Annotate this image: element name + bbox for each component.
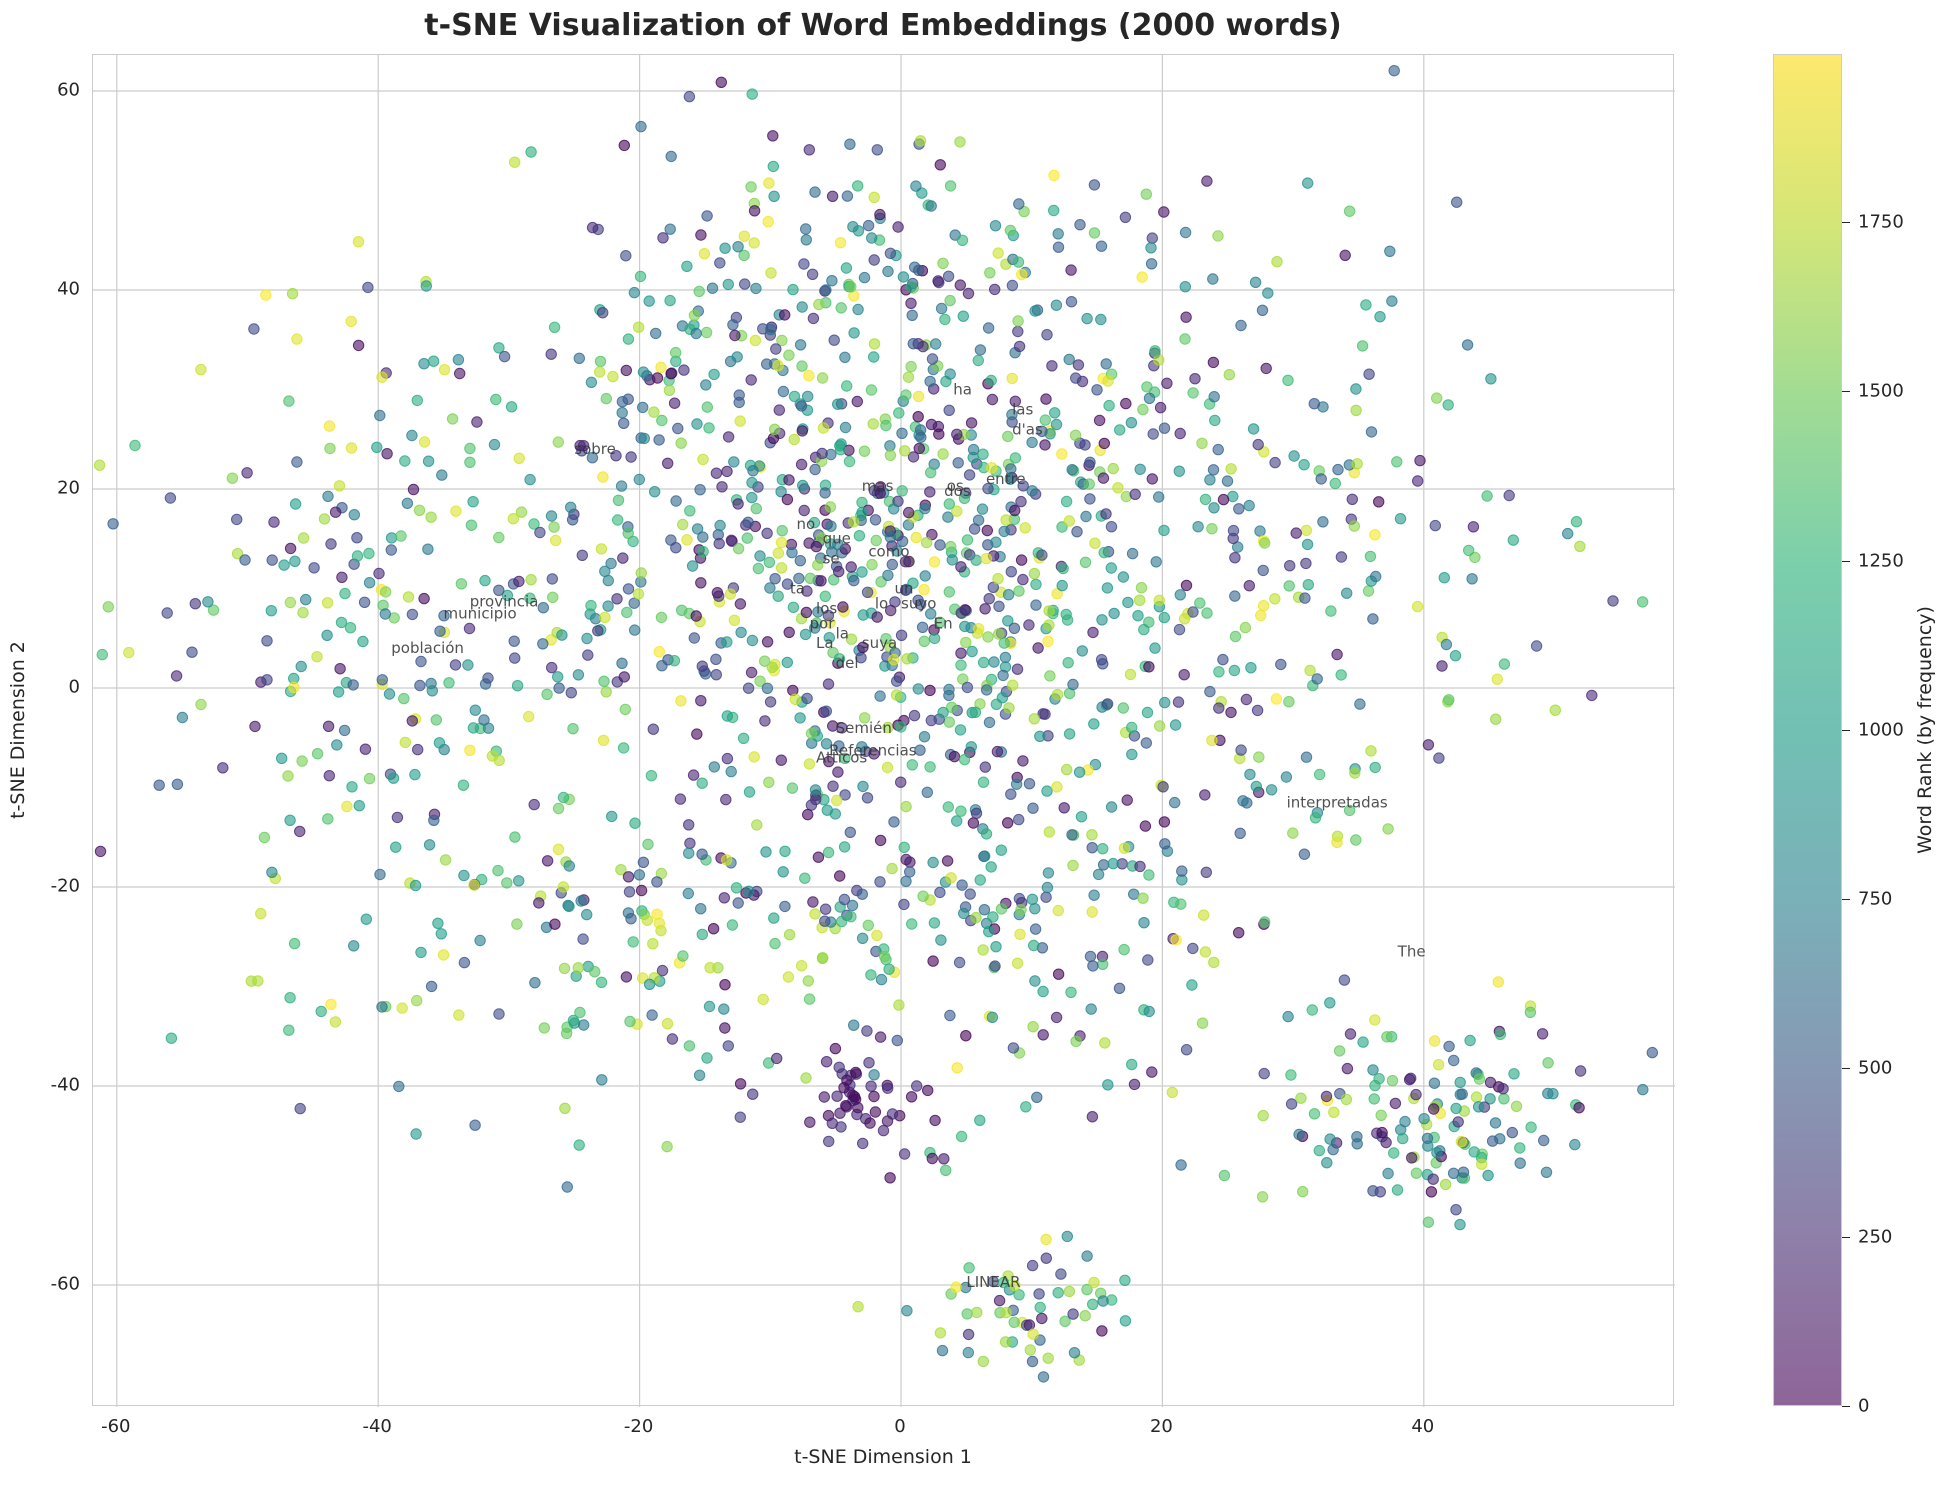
colorbar-tick-label: 1250 [1858, 550, 1904, 572]
word-annotation: no [796, 515, 815, 533]
colorbar-tick [1842, 222, 1850, 224]
word-annotation: que [823, 530, 851, 548]
x-tick-label: 40 [1411, 1416, 1435, 1437]
word-annotation: Semién [836, 719, 892, 737]
word-annotation: ta [790, 579, 805, 597]
colorbar-tick-label: 250 [1858, 1226, 1893, 1248]
word-annotation: mas [862, 477, 894, 495]
word-annotation: los [816, 599, 837, 617]
x-axis-label: t-SNE Dimension 1 [794, 1446, 972, 1468]
word-annotation: lo [875, 594, 888, 612]
colorbar-tick-label: 1000 [1858, 719, 1904, 741]
word-annotation: d'as [1012, 420, 1043, 438]
y-axis-label: t-SNE Dimension 2 [7, 641, 29, 819]
colorbar-tick-label: 500 [1858, 1057, 1893, 1079]
colorbar-tick [1842, 1067, 1850, 1069]
word-annotation: la [836, 624, 849, 642]
word-annotation: municipio [444, 604, 517, 622]
word-annotation: suyo [901, 594, 936, 612]
colorbar-tick [1842, 729, 1850, 731]
word-annotation: como [868, 543, 909, 561]
word-annotation: dos [944, 482, 971, 500]
colorbar-tick [1842, 1236, 1850, 1238]
word-annotation: En [934, 614, 953, 632]
colorbar-tick [1842, 898, 1850, 900]
word-annotation: os [947, 477, 964, 495]
colorbar-tick-label: 750 [1858, 888, 1893, 910]
colorbar-tick-label: 0 [1858, 1395, 1870, 1417]
colorbar-tick [1842, 391, 1850, 393]
x-tick-label: -20 [623, 1416, 654, 1437]
colorbar-tick [1842, 560, 1850, 562]
word-annotation: se [823, 550, 840, 568]
word-annotation: The [1397, 943, 1426, 961]
x-tick-label: -60 [101, 1416, 131, 1437]
word-annotation: del [836, 654, 859, 672]
word-annotation: sobre [574, 440, 616, 458]
y-tick-label: -40 [50, 1074, 80, 1096]
colorbar-tick [1842, 1406, 1850, 1407]
word-annotation: las [1012, 400, 1033, 418]
word-annotation: provincia [470, 592, 539, 610]
y-tick-label: -20 [50, 875, 80, 897]
colorbar [1773, 54, 1842, 1406]
word-annotation: LINEAR [966, 1273, 1020, 1291]
word-annotation: por [810, 614, 836, 632]
word-annotation: Referencias [829, 742, 917, 760]
word-annotation: Atticos [816, 749, 867, 767]
y-tick-label: 20 [57, 477, 80, 499]
colorbar-label: Word Rank (by frequency) [1914, 606, 1936, 854]
word-annotation: interpretadas [1287, 793, 1388, 811]
y-tick-label: 40 [57, 278, 80, 300]
word-annotation: entre [986, 470, 1026, 488]
y-tick-label: -60 [50, 1273, 80, 1295]
word-annotation: La [816, 634, 834, 652]
word-annotation: población [391, 639, 464, 657]
chart-title: t-SNE Visualization of Word Embeddings (… [424, 8, 1342, 43]
plot-area: ha las d'as sobre entre mas os dos no que como se ta… [92, 54, 1675, 1407]
word-annotation: suya [862, 634, 897, 652]
word-annotation: un [894, 579, 913, 597]
data-points [93, 65, 1659, 1383]
x-tick-label: 20 [1149, 1416, 1173, 1437]
colorbar-tick-label: 1500 [1858, 380, 1904, 402]
x-tick-label: 0 [894, 1416, 906, 1437]
word-annotation: ha [953, 380, 972, 398]
x-tick-label: -40 [362, 1416, 392, 1437]
colorbar-tick-label: 1750 [1858, 211, 1904, 233]
y-tick-label: 60 [57, 79, 80, 101]
y-tick-label: 0 [68, 676, 80, 698]
